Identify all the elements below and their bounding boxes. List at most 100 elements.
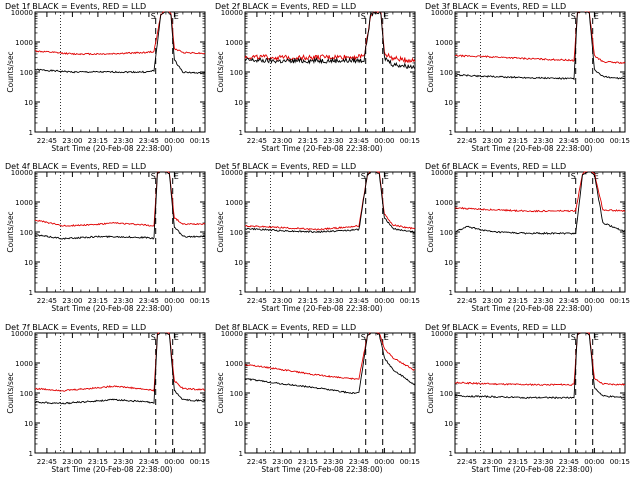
y-tick-label: 10 bbox=[24, 259, 33, 267]
x-tick-label: 23:15 bbox=[88, 458, 108, 466]
y-tick-label: 10 bbox=[234, 99, 243, 107]
y-tick-label: 100 bbox=[20, 69, 33, 77]
x-tick-label: 00:00 bbox=[164, 458, 184, 466]
y-tick-label: 1000 bbox=[225, 39, 243, 47]
series-events-line bbox=[244, 171, 416, 234]
y-tick-label: 1000 bbox=[435, 39, 453, 47]
start-marker-label: S bbox=[151, 333, 156, 342]
y-tick-label: 1 bbox=[449, 450, 453, 458]
panel-det-8: Det 8f BLACK = Events, RED = LLD 1 10 100 10… bbox=[215, 323, 420, 474]
start-marker-label: S bbox=[151, 172, 156, 181]
y-tick-label: 10000 bbox=[431, 330, 453, 338]
x-tick-label: 00:00 bbox=[584, 297, 604, 305]
series-lld-line bbox=[244, 171, 416, 231]
end-marker-label: E bbox=[384, 12, 389, 21]
x-axis-title: Start Time (20-Feb-08 22:38:00) bbox=[51, 304, 172, 313]
x-tick-label: 23:45 bbox=[139, 458, 159, 466]
series-events-line bbox=[454, 11, 626, 81]
series-events-line bbox=[35, 332, 206, 405]
y-tick-label: 1 bbox=[449, 289, 453, 297]
series-lld-line bbox=[454, 11, 626, 64]
y-axis-title: Counts/sec bbox=[6, 372, 15, 413]
end-marker-label: E bbox=[384, 172, 389, 181]
series-lld-line bbox=[34, 332, 206, 393]
series-events-line bbox=[454, 171, 626, 235]
y-tick-label: 100 bbox=[440, 69, 453, 77]
y-tick-label: 10 bbox=[444, 420, 453, 428]
panel-det-1: Det 1f BLACK = Events, RED = LLD 1 10 100 10… bbox=[5, 2, 210, 153]
x-tick-label: 23:30 bbox=[113, 458, 133, 466]
y-tick-label: 100 bbox=[440, 229, 453, 237]
series-events-line bbox=[244, 11, 416, 70]
x-tick-label: 00:00 bbox=[164, 297, 184, 305]
y-tick-label: 10000 bbox=[431, 169, 453, 177]
x-tick-label: 23:00 bbox=[272, 458, 292, 466]
x-tick-label: 00:15 bbox=[400, 137, 420, 145]
x-tick-label: 00:00 bbox=[374, 137, 394, 145]
y-tick-label: 1 bbox=[29, 129, 33, 137]
x-axis-title: Start Time (20-Feb-08 22:38:00) bbox=[471, 465, 592, 474]
start-marker-label: S bbox=[571, 12, 576, 21]
end-marker-label: E bbox=[594, 333, 599, 342]
panel-title: Det 6f BLACK = Events, RED = LLD bbox=[425, 162, 566, 171]
x-tick-label: 22:45 bbox=[247, 458, 267, 466]
y-tick-label: 10 bbox=[444, 259, 453, 267]
y-tick-label: 100 bbox=[230, 229, 243, 237]
y-tick-label: 1000 bbox=[225, 360, 243, 368]
x-tick-label: 23:15 bbox=[508, 458, 528, 466]
y-axis-title: Counts/sec bbox=[6, 51, 15, 92]
y-axis-title: Counts/sec bbox=[426, 211, 435, 252]
panel-title: Det 2f BLACK = Events, RED = LLD bbox=[215, 2, 356, 11]
x-tick-label: 23:15 bbox=[508, 297, 528, 305]
start-marker-label: S bbox=[361, 172, 366, 181]
y-tick-label: 1000 bbox=[15, 39, 33, 47]
panel-det-9: Det 9f BLACK = Events, RED = LLD 1 10 100 10… bbox=[425, 323, 630, 474]
y-tick-label: 1000 bbox=[435, 360, 453, 368]
x-tick-label: 00:15 bbox=[400, 458, 420, 466]
x-tick-label: 00:15 bbox=[610, 458, 630, 466]
x-axis-title: Start Time (20-Feb-08 22:38:00) bbox=[261, 304, 382, 313]
x-tick-label: 22:45 bbox=[457, 458, 477, 466]
x-tick-label: 23:15 bbox=[508, 137, 528, 145]
x-tick-label: 00:00 bbox=[374, 297, 394, 305]
x-tick-label: 23:15 bbox=[88, 297, 108, 305]
x-tick-label: 23:00 bbox=[482, 458, 502, 466]
x-tick-label: 23:45 bbox=[349, 297, 369, 305]
end-marker-label: E bbox=[384, 333, 389, 342]
x-tick-label: 23:00 bbox=[62, 297, 82, 305]
end-marker-label: E bbox=[594, 172, 599, 181]
panel-det-2: Det 2f BLACK = Events, RED = LLD 1 10 100 10… bbox=[215, 2, 420, 153]
y-tick-label: 1 bbox=[29, 450, 33, 458]
x-tick-label: 23:30 bbox=[323, 297, 343, 305]
y-axis-title: Counts/sec bbox=[426, 51, 435, 92]
panel-det-4: Det 4f BLACK = Events, RED = LLD 1 10 100 10… bbox=[5, 162, 210, 313]
x-tick-label: 00:15 bbox=[190, 297, 210, 305]
y-tick-label: 10000 bbox=[221, 9, 243, 17]
series-events-line bbox=[34, 11, 206, 75]
y-tick-label: 100 bbox=[440, 390, 453, 398]
x-tick-label: 00:00 bbox=[584, 458, 604, 466]
y-axis-title: Counts/sec bbox=[6, 211, 15, 252]
panel-title: Det 9f BLACK = Events, RED = LLD bbox=[425, 323, 566, 332]
y-axis-title: Counts/sec bbox=[216, 51, 225, 92]
panel-title: Det 7f BLACK = Events, RED = LLD bbox=[5, 323, 146, 332]
y-tick-label: 1000 bbox=[15, 360, 33, 368]
panel-det-5: Det 5f BLACK = Events, RED = LLD 1 10 100 10… bbox=[215, 162, 420, 313]
series-lld-line bbox=[244, 11, 416, 64]
x-tick-label: 23:30 bbox=[533, 297, 553, 305]
x-tick-label: 23:15 bbox=[298, 297, 318, 305]
y-tick-label: 100 bbox=[20, 229, 33, 237]
start-marker-label: S bbox=[571, 333, 576, 342]
start-marker-label: S bbox=[151, 12, 156, 21]
x-tick-label: 23:30 bbox=[323, 137, 343, 145]
y-tick-label: 10000 bbox=[431, 9, 453, 17]
y-axis-title: Counts/sec bbox=[216, 211, 225, 252]
y-tick-label: 10000 bbox=[11, 330, 33, 338]
x-tick-label: 23:30 bbox=[323, 458, 343, 466]
x-axis-title: Start Time (20-Feb-08 22:38:00) bbox=[51, 144, 172, 153]
y-axis-title: Counts/sec bbox=[216, 372, 225, 413]
x-tick-label: 22:45 bbox=[37, 137, 57, 145]
x-tick-label: 23:45 bbox=[139, 297, 159, 305]
